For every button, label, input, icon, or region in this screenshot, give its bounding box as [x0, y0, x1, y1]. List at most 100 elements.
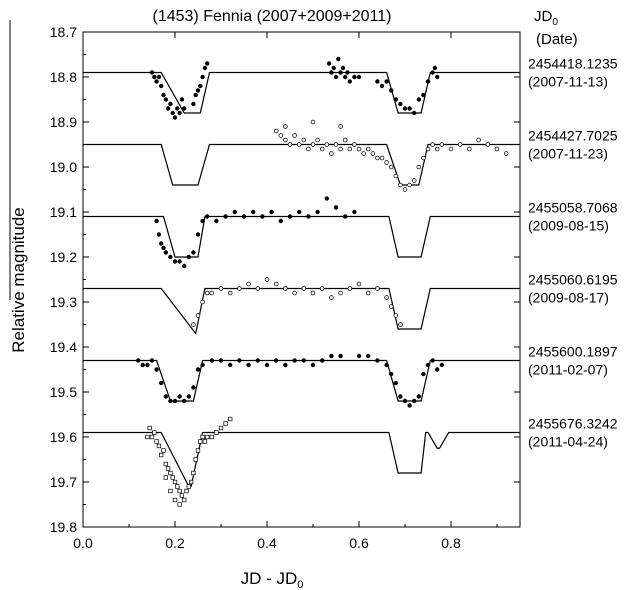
data-point [421, 92, 426, 98]
data-point [430, 70, 435, 75]
axis-ticks: 0.0 0.2 0.4 0.6 0.8 18.7 18.8 18.9 19.0 19.1 19.2 1… [50, 24, 520, 551]
data-point [159, 241, 164, 246]
data-point [202, 439, 208, 444]
y-tick-label: 19.2 [50, 249, 77, 265]
data-point [159, 83, 164, 89]
data-point [195, 232, 201, 237]
data-point [310, 290, 316, 296]
data-point [172, 259, 178, 264]
data-point [292, 358, 297, 363]
data-point [432, 65, 438, 71]
data-point [205, 61, 210, 66]
x-tick-label: 0.6 [349, 535, 369, 551]
data-point [195, 88, 201, 93]
data-point [223, 421, 228, 426]
data-point [336, 56, 341, 62]
data-point [154, 79, 159, 84]
x-tick-label: 0.4 [257, 535, 277, 551]
data-point [329, 151, 334, 156]
data-point [439, 142, 445, 147]
data-point [416, 394, 421, 399]
data-point [402, 106, 408, 111]
data-point [170, 475, 175, 480]
data-point [296, 142, 302, 147]
data-point [384, 362, 389, 368]
data-point [161, 448, 166, 453]
data-point [407, 106, 412, 111]
data-point [366, 353, 371, 359]
data-points [136, 56, 509, 507]
data-point [319, 146, 325, 152]
data-point [375, 155, 380, 161]
data-point [340, 65, 346, 71]
data-point [273, 281, 279, 287]
data-point [329, 295, 334, 300]
data-point [338, 290, 343, 296]
data-point [175, 484, 180, 489]
series-date-label: (2011-02-07) [528, 362, 608, 378]
data-point [315, 137, 320, 143]
data-point [168, 101, 173, 107]
data-point [331, 65, 336, 71]
data-point [361, 151, 366, 156]
y-tick-label: 18.9 [50, 114, 77, 130]
y-tick-label: 19.8 [50, 519, 77, 535]
data-point [172, 398, 178, 404]
series-jd0-label: 2454427.7025 [528, 128, 618, 144]
data-point [342, 137, 348, 143]
data-point [163, 394, 168, 399]
data-point [191, 385, 196, 390]
data-point [177, 110, 182, 116]
data-point [338, 124, 343, 129]
legend-header: JD0 [534, 8, 558, 28]
data-point [430, 358, 435, 363]
series-date-label: (2007-11-23) [528, 146, 608, 162]
data-point [297, 209, 302, 215]
data-point [156, 232, 162, 237]
data-point [333, 205, 339, 210]
data-point [149, 70, 155, 75]
data-point [149, 434, 155, 440]
data-point [209, 290, 215, 296]
data-point [145, 434, 150, 440]
legend-header-line2: (Date) [536, 31, 578, 48]
data-point [228, 416, 233, 422]
data-point [168, 488, 173, 494]
data-point [237, 358, 242, 363]
data-point [278, 218, 283, 224]
data-point [198, 439, 203, 444]
data-point [306, 214, 311, 219]
data-point [177, 488, 182, 494]
data-point [177, 259, 182, 264]
data-point [306, 146, 311, 152]
data-point [315, 209, 320, 215]
data-point [200, 218, 205, 224]
data-point [494, 146, 500, 152]
data-point [434, 146, 440, 152]
data-point [179, 493, 185, 498]
data-point [476, 137, 481, 143]
data-point [152, 430, 157, 435]
data-point [326, 61, 332, 66]
data-point [191, 250, 196, 255]
data-point [287, 214, 293, 219]
data-point [345, 70, 350, 75]
data-point [200, 299, 205, 305]
data-point [179, 97, 185, 102]
data-point [292, 133, 297, 138]
data-point [435, 74, 440, 80]
data-point [264, 362, 270, 368]
data-point [152, 74, 157, 80]
data-point [168, 398, 173, 404]
data-point [154, 367, 159, 372]
data-point [204, 290, 210, 296]
data-point [333, 74, 339, 80]
data-point [379, 155, 385, 161]
data-point [375, 286, 380, 291]
data-point [255, 286, 261, 291]
data-point [283, 362, 288, 368]
data-point [503, 151, 509, 156]
data-point [347, 286, 353, 291]
data-point [310, 142, 316, 147]
data-point [389, 371, 394, 377]
